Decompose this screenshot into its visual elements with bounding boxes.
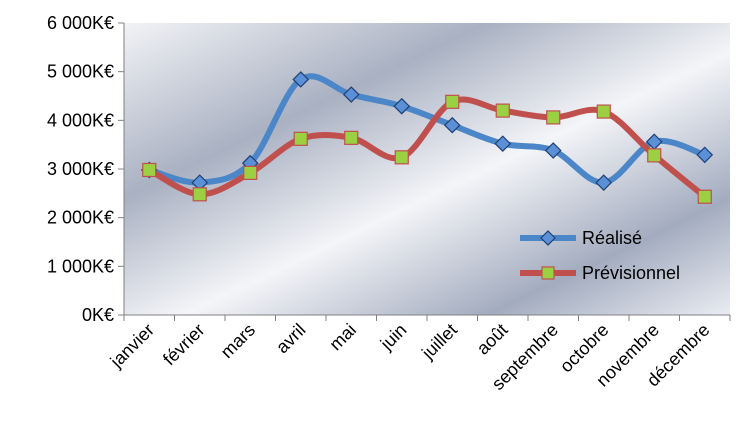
data-point-previsionnel xyxy=(142,162,157,178)
x-tick-label: janvier xyxy=(106,320,158,372)
y-tick-label: 2 000K€ xyxy=(47,208,114,228)
y-tick-label: 4 000K€ xyxy=(47,110,114,130)
data-point-previsionnel xyxy=(394,150,409,165)
y-tick-label: 6 000K€ xyxy=(47,13,114,33)
legend: Réalisé Prévisionnel xyxy=(520,228,680,283)
plot-area xyxy=(124,23,730,315)
x-tick-label: février xyxy=(159,320,209,370)
data-point-previsionnel xyxy=(243,165,258,180)
y-tick-label: 0K€ xyxy=(82,305,114,325)
data-point-previsionnel xyxy=(495,103,510,118)
x-tick-label: juillet xyxy=(417,320,461,364)
y-tick-label: 3 000K€ xyxy=(47,159,114,179)
data-point-previsionnel xyxy=(192,187,207,202)
x-tick-label: mars xyxy=(217,320,259,362)
title-mask xyxy=(124,0,730,22)
data-point-realise xyxy=(494,135,512,153)
data-point-previsionnel xyxy=(647,148,662,163)
data-point-previsionnel xyxy=(697,189,712,204)
x-tick-label: juin xyxy=(376,320,411,355)
data-point-previsionnel xyxy=(344,130,359,145)
legend-label-realise: Réalisé xyxy=(582,228,642,248)
data-point-realise xyxy=(696,146,714,164)
x-tick-label: avril xyxy=(272,320,309,357)
legend-label-previsionnel: Prévisionnel xyxy=(582,263,680,283)
data-point-previsionnel xyxy=(445,94,460,109)
x-tick-label: mai xyxy=(325,320,360,355)
data-point-previsionnel xyxy=(546,110,561,125)
data-point-previsionnel xyxy=(293,131,308,146)
y-tick-label: 5 000K€ xyxy=(47,62,114,82)
legend-marker-previsionnel xyxy=(541,266,555,280)
data-point-realise xyxy=(443,116,461,134)
data-point-realise xyxy=(544,142,562,159)
data-point-previsionnel xyxy=(596,104,611,119)
data-point-realise xyxy=(393,97,411,115)
x-tick-label: août xyxy=(473,320,512,359)
data-point-realise xyxy=(595,174,613,191)
y-tick-label: 1 000K€ xyxy=(47,256,114,276)
data-point-realise xyxy=(342,86,360,103)
legend-marker-realise xyxy=(540,230,556,246)
data-point-realise xyxy=(292,71,310,88)
